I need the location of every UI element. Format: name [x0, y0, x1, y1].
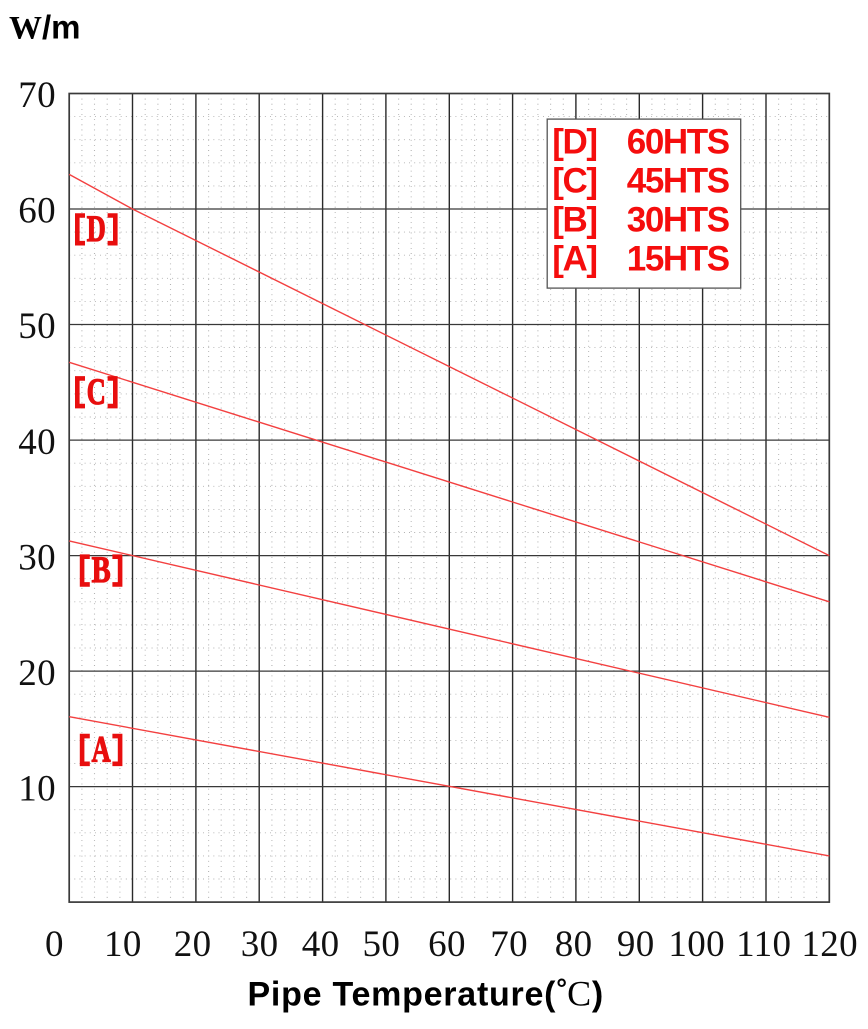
svg-text:60HTS: 60HTS [627, 123, 729, 162]
svg-text:B: B [92, 550, 111, 591]
svg-text:15HTS: 15HTS [627, 239, 729, 278]
svg-text:[C]: [C] [552, 162, 596, 201]
svg-text:C: C [87, 372, 106, 413]
svg-text:30HTS: 30HTS [627, 201, 729, 240]
svg-text:120: 120 [801, 924, 858, 965]
svg-text:40: 40 [18, 422, 56, 463]
svg-text:70: 70 [490, 924, 528, 965]
svg-text:60: 60 [428, 924, 466, 965]
svg-text:40: 40 [302, 924, 340, 965]
svg-text:0: 0 [45, 924, 64, 965]
svg-text:[A]: [A] [552, 239, 596, 278]
svg-text:A: A [92, 730, 111, 771]
svg-text:[B]: [B] [552, 201, 596, 240]
svg-text:[D]: [D] [552, 123, 596, 162]
svg-text:30: 30 [241, 924, 279, 965]
svg-text:50: 50 [18, 306, 56, 347]
svg-text:30: 30 [18, 537, 56, 578]
svg-text:110: 110 [736, 924, 791, 965]
svg-text:Pipe Temperature(°C): Pipe Temperature(°C) [248, 974, 604, 1014]
svg-text:10: 10 [18, 768, 56, 809]
svg-text:50: 50 [362, 924, 400, 965]
svg-text:45HTS: 45HTS [627, 162, 729, 201]
svg-text:100: 100 [668, 924, 725, 965]
svg-text:20: 20 [174, 924, 212, 965]
svg-text:10: 10 [104, 924, 142, 965]
svg-text:D: D [87, 209, 106, 250]
svg-text:90: 90 [617, 924, 655, 965]
svg-text:70: 70 [18, 75, 56, 116]
svg-text:80: 80 [555, 924, 593, 965]
svg-text:20: 20 [18, 653, 56, 694]
svg-text:60: 60 [18, 191, 56, 232]
svg-text:W/m: W/m [9, 8, 81, 46]
